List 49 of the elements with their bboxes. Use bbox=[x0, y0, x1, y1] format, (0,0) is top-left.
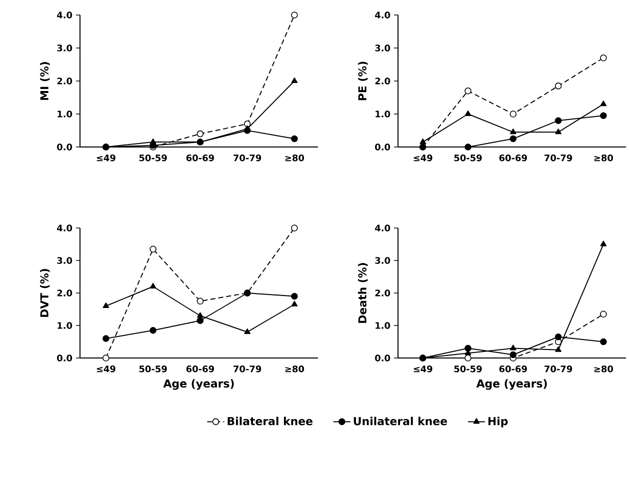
y-tick-label: 3.0 bbox=[375, 257, 390, 264]
y-tick-label: 4.0 bbox=[375, 12, 390, 18]
x-tick-label: 70-79 bbox=[544, 154, 572, 162]
y-tick-label: 4.0 bbox=[375, 224, 390, 232]
x-tick-label: 60-69 bbox=[186, 366, 214, 372]
x-tick-label: ≥80 bbox=[285, 154, 304, 162]
x-tick-label: 70-79 bbox=[234, 154, 262, 162]
x-tick-label: ≤49 bbox=[96, 154, 116, 162]
y-tick-label: 2.0 bbox=[57, 78, 72, 84]
x-tick-label: 50-59 bbox=[139, 366, 167, 372]
x-axis-title: Age (years) bbox=[163, 379, 234, 390]
x-tick-label: ≥80 bbox=[594, 366, 613, 372]
x-tick-label: ≥80 bbox=[594, 154, 613, 162]
y-tick-label: 1.0 bbox=[58, 110, 72, 118]
y-tick-label: 0.0 bbox=[57, 354, 72, 362]
x-tick-label: 60-69 bbox=[499, 366, 527, 372]
y-axis-title: Death (%) bbox=[358, 263, 368, 323]
y-tick-label: 4.0 bbox=[57, 224, 72, 232]
x-tick-label: 50-59 bbox=[454, 366, 482, 372]
y-axis-title: PE (%) bbox=[358, 62, 368, 100]
y-tick-label: 1.0 bbox=[376, 110, 390, 118]
x-tick-label: 70-79 bbox=[544, 366, 572, 372]
x-tick-label: 50-59 bbox=[454, 154, 482, 162]
y-tick-label: 1.0 bbox=[376, 322, 390, 329]
x-tick-label: ≤49 bbox=[96, 366, 116, 372]
y-tick-label: 2.0 bbox=[375, 78, 390, 84]
x-tick-label: ≥80 bbox=[285, 366, 304, 372]
y-tick-label: 3.0 bbox=[57, 44, 72, 52]
y-tick-label: 4.0 bbox=[57, 12, 72, 18]
legend-label: Unilateral knee bbox=[354, 416, 447, 426]
y-tick-label: 0.0 bbox=[375, 144, 390, 150]
y-tick-label: 3.0 bbox=[57, 257, 72, 264]
x-tick-label: 60-69 bbox=[499, 154, 527, 162]
x-tick-label: ≤49 bbox=[414, 154, 432, 162]
x-tick-label: 60-69 bbox=[186, 154, 214, 162]
y-tick-label: 1.0 bbox=[58, 322, 72, 329]
legend-label: Bilateral knee bbox=[228, 416, 312, 426]
x-tick-label: 70-79 bbox=[234, 366, 262, 372]
y-axis-title: MI (%) bbox=[40, 62, 50, 100]
y-tick-label: 0.0 bbox=[375, 354, 390, 362]
y-tick-label: 0.0 bbox=[57, 144, 72, 150]
y-axis-title: DVT (%) bbox=[40, 269, 50, 317]
y-tick-label: 2.0 bbox=[57, 290, 72, 296]
y-tick-label: 2.0 bbox=[375, 290, 390, 296]
x-tick-label: ≤49 bbox=[414, 366, 432, 372]
y-tick-label: 3.0 bbox=[375, 44, 390, 52]
legend-label: Hip bbox=[488, 416, 508, 428]
x-tick-label: 50-59 bbox=[139, 154, 167, 162]
x-axis-title: Age (years) bbox=[476, 379, 547, 390]
